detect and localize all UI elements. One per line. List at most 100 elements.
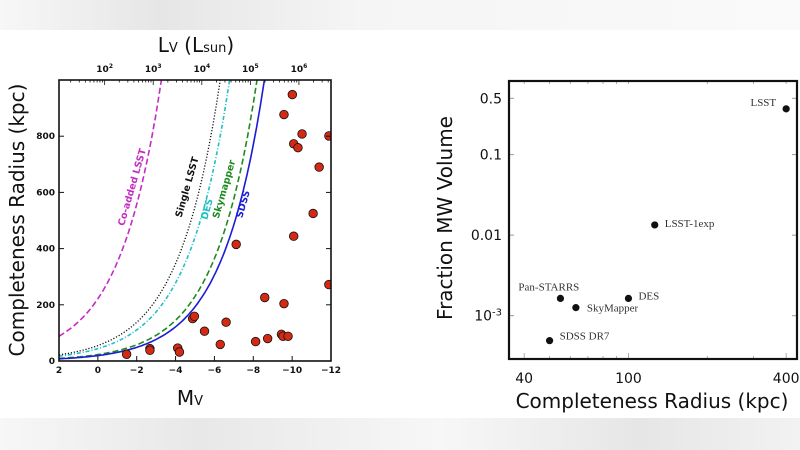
curve-sdss: [59, 80, 266, 360]
right-plot-frame: [507, 79, 799, 361]
top-tick-base: 10: [193, 65, 206, 75]
top-axis-title-sub: V: [169, 41, 178, 56]
y-axis-title-word: Fraction: [433, 240, 457, 320]
data-point: [189, 311, 200, 322]
data-point: [262, 333, 273, 344]
y-tick-label: 0.5: [480, 91, 502, 107]
y-tick-label: 200: [36, 301, 55, 311]
left-chart: Co-added LSST Single LSSTDESSkymapperSDSS…: [5, 33, 341, 410]
right-chart: 0.5 0.1 0.01 10-3 40 100 400 LSST LSST-1exp DES Pa…: [433, 79, 800, 413]
data-point: [324, 279, 331, 290]
data-point: [121, 349, 132, 359]
data-point: [297, 129, 307, 139]
y-axis-title: Fraction MW Volume: [433, 116, 457, 320]
curve-label-co-added-lsst: Co-added LSST: [116, 147, 149, 227]
data-point: [231, 239, 241, 250]
data-point: [287, 89, 298, 100]
data-point: [651, 221, 659, 229]
top-blur-band: [0, 0, 800, 30]
top-tick-base: 10: [145, 65, 158, 75]
y-axis-title-word: MW: [433, 197, 457, 241]
x-tick-label: −8: [246, 366, 260, 376]
x-tick-label: −4: [169, 366, 183, 376]
data-point: [260, 292, 270, 303]
top-tick-base: 10: [242, 65, 255, 75]
y-axis-title-word: Volume: [433, 116, 457, 197]
y-tick-base: 0.01: [471, 228, 502, 244]
x-axis-title: Completeness Radius (kpc): [516, 389, 789, 413]
data-point: [572, 304, 580, 312]
data-point: [293, 143, 303, 153]
x-axis-title: MV: [177, 386, 203, 410]
top-tick-base: 10: [96, 65, 109, 75]
y-tick-label: 800: [36, 132, 55, 142]
point-label: LSST: [750, 97, 776, 109]
x-axis-title-main: M: [177, 386, 194, 410]
x-tick-label: 0: [95, 366, 101, 376]
y-tick-label: 0.1: [480, 148, 502, 164]
y-tick-base: 10: [474, 309, 492, 325]
point-label: LSST-1exp: [665, 218, 715, 230]
bottom-blur-band: [0, 418, 800, 450]
data-point: [314, 162, 324, 172]
top-tick-exponent: 2: [109, 63, 113, 70]
top-tick-label: 102: [96, 63, 113, 75]
x-tick-label: 400: [773, 371, 800, 387]
y-tick-label: 600: [36, 188, 55, 198]
data-point: [782, 105, 790, 113]
top-tick-exponent: 5: [255, 63, 259, 70]
data-point: [308, 208, 318, 219]
y-tick-label: 400: [36, 245, 55, 255]
y-tick-base: 0.5: [480, 91, 502, 107]
data-point: [215, 339, 225, 350]
x-tick-label: 100: [615, 371, 642, 387]
top-tick-base: 10: [291, 65, 304, 75]
x-axis-title-sub: V: [194, 394, 203, 409]
top-axis-title: LV (Lsun): [158, 33, 234, 57]
x-tick-label: −2: [130, 366, 144, 376]
data-point: [174, 347, 185, 357]
top-tick-label: 104: [193, 63, 210, 75]
curve-single-lsst: [59, 80, 221, 356]
x-tick-label: −12: [321, 366, 341, 376]
curve-skymapper: [59, 80, 258, 360]
top-tick-label: 105: [242, 63, 259, 75]
data-point: [145, 345, 155, 356]
x-tick-label: 2: [56, 366, 62, 376]
top-axis-title-unit-sub: sun: [203, 41, 226, 56]
y-tick-label: 0.01: [471, 228, 502, 244]
data-point: [279, 298, 289, 309]
top-axis-title-close: ): [226, 33, 234, 57]
point-label: Pan-STARRS: [518, 281, 579, 293]
y-tick-label: 0: [49, 357, 55, 367]
top-tick-label: 106: [291, 63, 308, 75]
data-point: [279, 109, 289, 120]
data-point: [288, 231, 299, 241]
y-tick-exponent: -3: [492, 308, 502, 319]
top-axis-title-unit: (L: [178, 33, 204, 57]
top-tick-exponent: 4: [206, 63, 210, 70]
data-point: [199, 326, 210, 336]
point-label: SDSS DR7: [560, 331, 610, 343]
y-tick-base: 0.1: [480, 148, 502, 164]
top-tick-label: 103: [145, 63, 162, 75]
data-point: [221, 317, 231, 327]
top-tick-exponent: 3: [157, 63, 161, 70]
data-point: [250, 336, 261, 347]
x-tick-label: 40: [515, 371, 533, 387]
x-tick-label: −10: [282, 366, 302, 376]
y-axis-title: Completeness Radius (kpc): [5, 84, 29, 357]
left-plot-frame: [58, 79, 332, 362]
curve-label-single-lsst: Single LSST: [174, 155, 202, 219]
x-tick-label: −6: [208, 366, 222, 376]
point-label: DES: [638, 290, 659, 302]
data-point: [624, 294, 633, 302]
top-axis-title-main: L: [158, 33, 170, 57]
curve-label-sdss: SDSS: [234, 189, 252, 219]
data-point: [545, 337, 554, 345]
point-label: SkyMapper: [587, 303, 639, 315]
data-point: [283, 331, 293, 341]
data-point: [556, 294, 565, 302]
curve-co-added-lsst: [59, 80, 163, 337]
